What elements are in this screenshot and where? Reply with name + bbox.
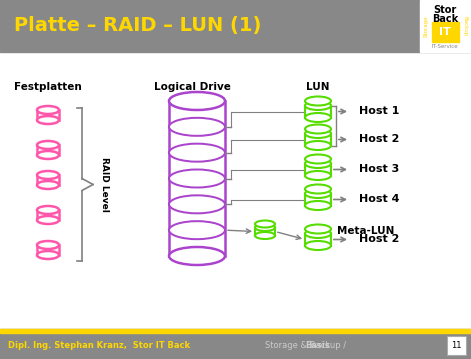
Text: Meta-LUN: Meta-LUN <box>337 227 394 237</box>
Text: Storage & Backup /: Storage & Backup / <box>265 341 349 350</box>
Text: Host 3: Host 3 <box>359 164 399 174</box>
Ellipse shape <box>37 151 59 159</box>
Bar <box>305 194 331 205</box>
Text: Back: Back <box>432 14 458 24</box>
Ellipse shape <box>37 171 59 179</box>
Ellipse shape <box>305 141 331 150</box>
Ellipse shape <box>305 154 331 163</box>
Ellipse shape <box>305 229 331 238</box>
Ellipse shape <box>37 141 59 149</box>
Text: RAID Level: RAID Level <box>100 157 109 212</box>
Ellipse shape <box>305 185 331 194</box>
Bar <box>0 329 471 359</box>
Bar <box>255 228 275 236</box>
Text: Host 4: Host 4 <box>359 195 399 205</box>
Ellipse shape <box>37 116 59 124</box>
Ellipse shape <box>37 216 59 224</box>
Ellipse shape <box>169 144 225 162</box>
Bar <box>432 22 459 42</box>
Ellipse shape <box>37 181 59 189</box>
Ellipse shape <box>37 206 59 214</box>
Bar <box>37 145 59 155</box>
Text: Stor: Stor <box>433 5 456 15</box>
Text: Host 2: Host 2 <box>359 234 399 244</box>
Ellipse shape <box>169 221 225 239</box>
Text: Logical Drive: Logical Drive <box>154 82 230 92</box>
Text: 11: 11 <box>451 341 461 350</box>
Bar <box>305 233 331 246</box>
Ellipse shape <box>305 129 331 138</box>
Ellipse shape <box>255 220 275 228</box>
Bar <box>37 210 59 220</box>
Text: Festplatten: Festplatten <box>14 82 82 92</box>
Bar <box>305 106 331 117</box>
Text: Backup: Backup <box>463 16 468 36</box>
Text: Basis: Basis <box>305 341 330 350</box>
Ellipse shape <box>169 247 225 265</box>
Bar <box>169 101 225 256</box>
Text: Dipl. Ing. Stephan Kranz,  Stor IT Back: Dipl. Ing. Stephan Kranz, Stor IT Back <box>8 341 190 350</box>
Ellipse shape <box>37 106 59 114</box>
Ellipse shape <box>305 201 331 210</box>
Ellipse shape <box>169 169 225 187</box>
Ellipse shape <box>305 171 331 180</box>
Text: Host 2: Host 2 <box>359 135 399 145</box>
Bar <box>420 0 471 52</box>
Ellipse shape <box>37 241 59 249</box>
Bar <box>37 245 59 255</box>
Bar <box>305 163 331 176</box>
Ellipse shape <box>169 195 225 213</box>
Ellipse shape <box>169 118 225 136</box>
Text: LUN: LUN <box>306 82 330 92</box>
Ellipse shape <box>305 101 331 110</box>
Ellipse shape <box>305 189 331 198</box>
Ellipse shape <box>305 241 331 250</box>
Ellipse shape <box>305 224 331 233</box>
Bar <box>447 336 466 355</box>
Bar <box>37 110 59 120</box>
Text: Host 1: Host 1 <box>359 107 399 117</box>
Bar <box>37 175 59 185</box>
Text: IT-Service: IT-Service <box>432 45 458 50</box>
Text: IT: IT <box>439 27 451 37</box>
Bar <box>305 134 331 145</box>
Bar <box>0 329 471 333</box>
Ellipse shape <box>255 232 275 239</box>
Ellipse shape <box>305 125 331 134</box>
Ellipse shape <box>37 251 59 259</box>
Text: Storage: Storage <box>423 15 429 37</box>
Ellipse shape <box>169 92 225 110</box>
Bar <box>0 0 471 52</box>
Ellipse shape <box>305 159 331 168</box>
Text: Platte – RAID – LUN (1): Platte – RAID – LUN (1) <box>14 17 261 36</box>
Ellipse shape <box>305 97 331 106</box>
Ellipse shape <box>255 224 275 231</box>
Ellipse shape <box>305 113 331 122</box>
